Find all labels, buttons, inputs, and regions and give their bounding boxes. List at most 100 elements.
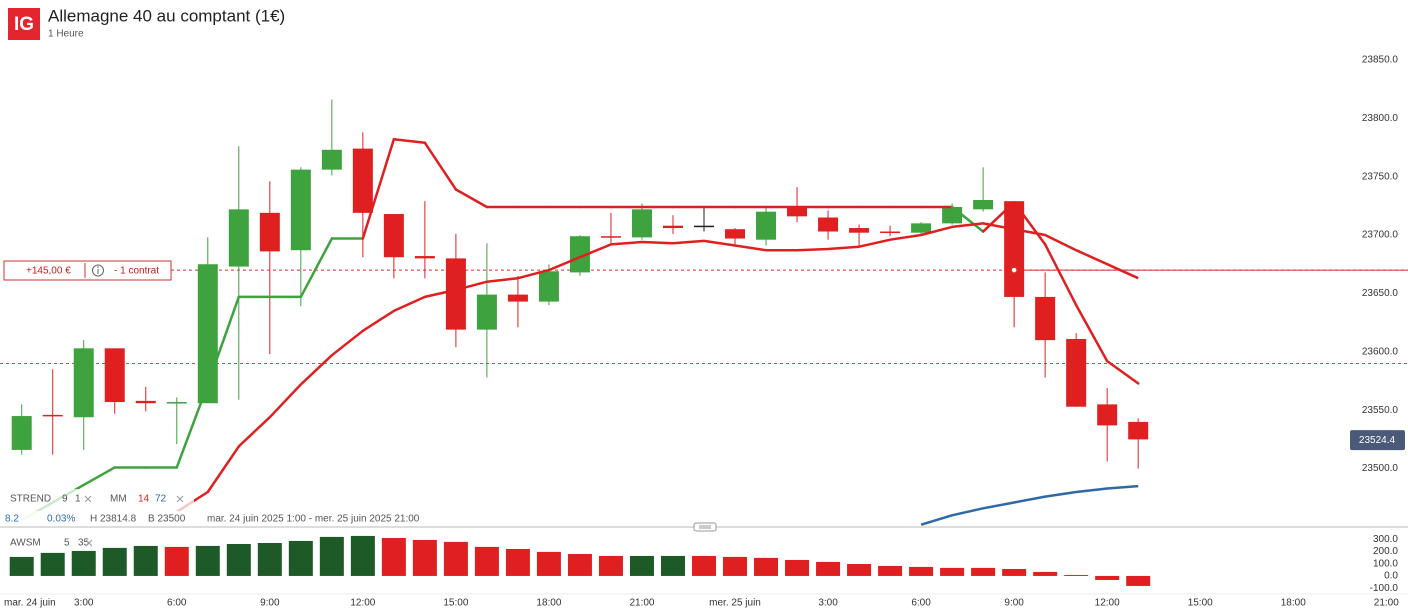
awsm-bar xyxy=(971,567,996,576)
legend-param: 72 xyxy=(155,494,167,505)
x-tick-label: 15:00 xyxy=(443,598,468,609)
awsm-bar xyxy=(1064,574,1089,576)
logo: IG xyxy=(14,14,34,35)
strend-segment xyxy=(175,383,210,469)
awsm-bar xyxy=(878,565,903,576)
awsm-bar xyxy=(940,567,965,576)
awsm-bar xyxy=(40,552,65,576)
title: Allemagne 40 au comptant (1€) xyxy=(48,6,285,25)
candle-body xyxy=(1097,404,1118,426)
x-tick-label: 21:00 xyxy=(629,598,654,609)
y-tick-label: 23800.0 xyxy=(1362,113,1399,124)
candle-body xyxy=(631,209,652,238)
awsm-bar xyxy=(474,546,499,576)
levels xyxy=(0,269,1408,364)
strend-segment xyxy=(950,205,985,233)
awsm-bar xyxy=(723,556,748,576)
info-range: mar. 24 juin 2025 1:00 - mer. 25 juin 20… xyxy=(207,514,420,525)
x-tick-label: 18:00 xyxy=(536,598,561,609)
awsm-bar xyxy=(816,561,841,576)
candle-body xyxy=(1035,296,1056,341)
x-tick-label: 3:00 xyxy=(74,598,94,609)
candle-body xyxy=(352,148,373,213)
candle-body xyxy=(445,258,466,330)
awsm-plot xyxy=(9,535,1151,586)
candle-body xyxy=(1066,338,1087,407)
awsm-bar xyxy=(257,543,282,576)
strend-segment xyxy=(361,138,396,240)
candle-body xyxy=(228,209,249,267)
awsm-bar xyxy=(536,551,561,576)
strend-segment xyxy=(454,188,489,209)
awsm-bar xyxy=(1033,571,1058,576)
legend-param: 1 xyxy=(75,494,81,505)
candle-body xyxy=(11,416,32,450)
awsm-name[interactable]: AWSM xyxy=(10,538,41,549)
legend-close[interactable] xyxy=(85,539,93,547)
strend-segment xyxy=(1043,243,1078,307)
y-tick-label: 23850.0 xyxy=(1362,54,1399,65)
awsm-bar xyxy=(629,555,654,576)
awsm-bar xyxy=(164,546,189,576)
legend-close[interactable] xyxy=(176,495,184,503)
candle-body xyxy=(725,229,746,239)
awsm-bar xyxy=(1002,568,1027,576)
ma-line xyxy=(176,222,1139,513)
info-icon[interactable] xyxy=(92,264,104,277)
x-tick-label: 21:00 xyxy=(1374,598,1399,609)
candle-body xyxy=(942,207,963,224)
candle-body xyxy=(818,217,839,232)
candle-body xyxy=(538,271,559,302)
legend-param: 14 xyxy=(138,494,150,505)
candle-body xyxy=(42,414,63,417)
awsm-bar xyxy=(598,555,623,576)
y2-tick-label: 300.0 xyxy=(1373,534,1398,545)
candle-body xyxy=(476,294,497,330)
candle-body xyxy=(259,212,280,252)
strend-segment xyxy=(1012,201,1047,246)
x-tick-label: 9:00 xyxy=(260,598,280,609)
awsm-bar xyxy=(381,538,406,576)
y-tick-label: 23600.0 xyxy=(1362,346,1399,357)
awsm-bar xyxy=(195,545,220,576)
x-tick-label: 3:00 xyxy=(818,598,838,609)
awsm-bar xyxy=(133,545,158,576)
x-tick-label: 9:00 xyxy=(1004,598,1024,609)
candle-body xyxy=(662,225,683,229)
strend-segment xyxy=(1105,359,1140,385)
awsm-bar xyxy=(102,547,127,576)
awsm-bar xyxy=(692,555,716,576)
candle-body xyxy=(694,225,714,228)
awsm-bar xyxy=(1095,575,1120,580)
x-tick-label: 6:00 xyxy=(167,598,187,609)
candle-body xyxy=(383,214,404,258)
awsm-bar xyxy=(9,556,34,576)
last-price-label: 23524.4 xyxy=(1359,435,1396,446)
strend-segment xyxy=(206,295,241,386)
legend-strend[interactable]: STREND xyxy=(10,494,51,505)
candle-body xyxy=(569,236,590,273)
panel-resize-handle[interactable] xyxy=(693,522,717,532)
entry-dot xyxy=(1010,266,1018,274)
main-plot xyxy=(11,99,1149,526)
y2-tick-label: -100.0 xyxy=(1370,583,1399,594)
awsm-bar xyxy=(288,540,313,576)
legend-close[interactable] xyxy=(84,495,92,503)
info-change: 8.2 xyxy=(5,514,19,525)
x-tick-label: 12:00 xyxy=(350,598,375,609)
info-percent: 0.03% xyxy=(47,514,75,525)
info-bg xyxy=(0,511,430,525)
candle-body xyxy=(414,256,435,259)
position-box[interactable] xyxy=(3,260,172,281)
strend-segment xyxy=(392,138,427,145)
awsm-bar xyxy=(71,550,96,576)
ma-line xyxy=(920,484,1139,526)
y-tick-label: 23550.0 xyxy=(1362,405,1399,416)
info-high: H 23814.8 xyxy=(90,514,137,525)
awsm-param: 5 xyxy=(64,538,70,549)
x-tick-label: 18:00 xyxy=(1281,598,1306,609)
legend-mm[interactable]: MM xyxy=(110,494,127,505)
strend-segment xyxy=(1074,303,1109,363)
